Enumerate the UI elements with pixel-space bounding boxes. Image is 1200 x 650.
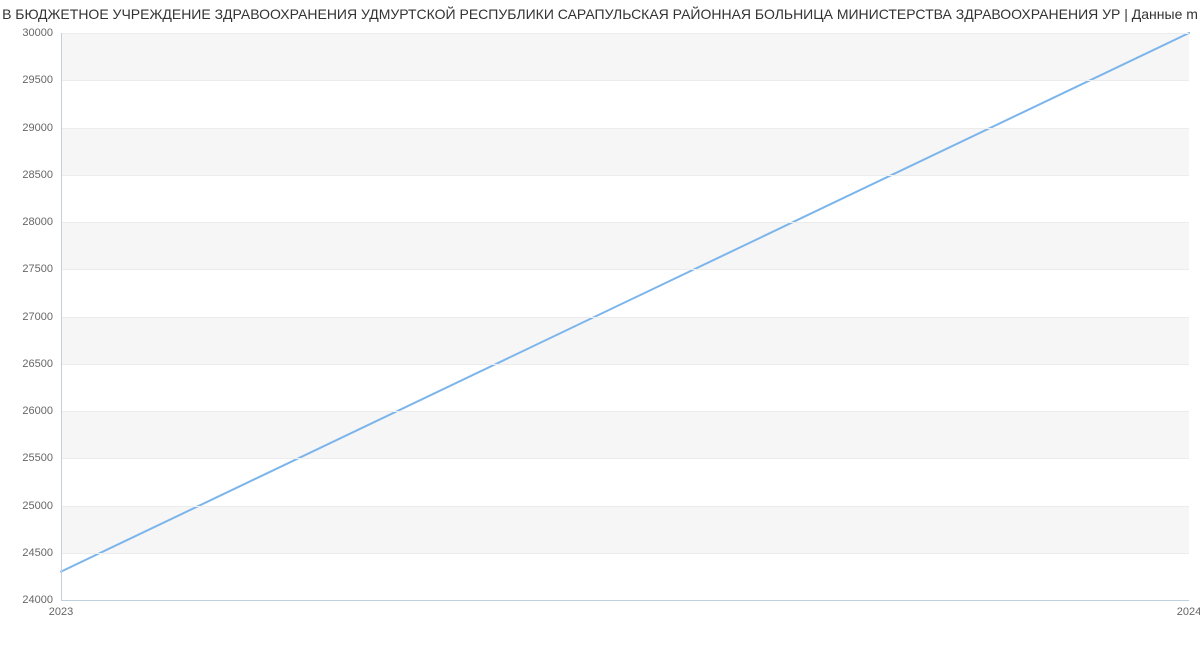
chart-container: В БЮДЖЕТНОЕ УЧРЕЖДЕНИЕ ЗДРАВООХРАНЕНИЯ У…	[0, 0, 1200, 650]
y-tick-label: 25000	[22, 500, 53, 512]
y-tick-label: 27000	[22, 311, 53, 323]
grid-line	[61, 128, 1189, 129]
y-tick-label: 26500	[22, 358, 53, 370]
grid-line	[61, 175, 1189, 176]
grid-line	[61, 80, 1189, 81]
x-axis-line	[61, 600, 1189, 601]
y-tick-label: 24500	[22, 547, 53, 559]
y-tick-label: 29500	[22, 74, 53, 86]
y-tick-label: 26000	[22, 405, 53, 417]
grid-line	[61, 458, 1189, 459]
grid-line	[61, 222, 1189, 223]
grid-line	[61, 411, 1189, 412]
grid-line	[61, 364, 1189, 365]
y-tick-label: 24000	[22, 594, 53, 606]
grid-line	[61, 33, 1189, 34]
chart-title: В БЮДЖЕТНОЕ УЧРЕЖДЕНИЕ ЗДРАВООХРАНЕНИЯ У…	[0, 6, 1200, 22]
y-tick-label: 28500	[22, 169, 53, 181]
x-tick-label: 2023	[49, 606, 73, 618]
grid-line	[61, 506, 1189, 507]
grid-line	[61, 269, 1189, 270]
y-tick-label: 25500	[22, 452, 53, 464]
y-tick-label: 27500	[22, 263, 53, 275]
y-tick-label: 28000	[22, 216, 53, 228]
plot-area: 2400024500250002550026000265002700027500…	[61, 33, 1189, 600]
grid-line	[61, 317, 1189, 318]
series-line[interactable]	[61, 33, 1189, 572]
y-axis-line	[61, 33, 62, 600]
y-tick-label: 29000	[22, 122, 53, 134]
grid-line	[61, 553, 1189, 554]
y-tick-label: 30000	[22, 27, 53, 39]
x-tick-label: 2024	[1177, 606, 1200, 618]
